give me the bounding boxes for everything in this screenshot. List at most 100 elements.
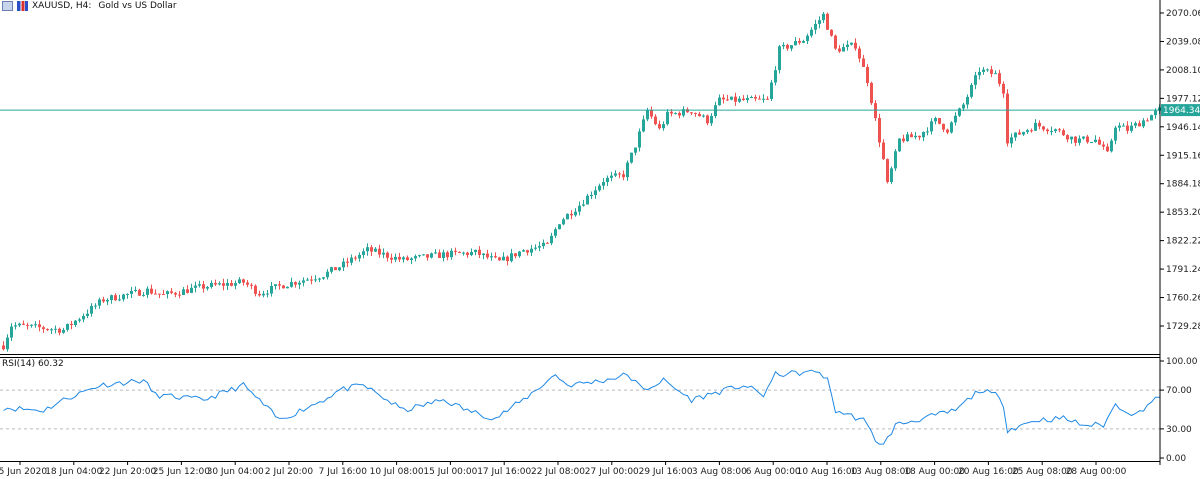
candle-body [22,323,25,325]
candle-body [242,279,245,283]
candle-body [442,252,445,258]
candle-body [494,256,497,258]
candle-body [1010,137,1013,144]
candle-body [1130,125,1133,131]
rsi-line [3,369,1160,445]
candle-body [1078,138,1081,143]
candle-body [298,282,301,285]
candle-body [290,282,293,287]
candle-body [30,324,33,326]
candle-body [562,219,565,225]
candle-body [234,283,237,286]
candle-body [1138,123,1141,127]
candle-body [110,295,113,301]
candle-body [598,185,601,191]
price-tick-label: 2070.06 [1166,9,1200,19]
candle-body [146,288,149,295]
candle-body [506,256,509,262]
candle-body [46,329,49,331]
candle-body [2,345,5,350]
candle-body [258,293,261,296]
candle-body [282,285,285,289]
candle-body [782,44,785,47]
candle-body [198,284,201,286]
candle-body [34,324,37,326]
candle-body [1046,129,1049,132]
candle-body [6,337,9,350]
candle-body [790,45,793,49]
candle-body [634,147,637,153]
candle-body [518,251,521,257]
candle-body [378,248,381,255]
candle-body [338,267,341,271]
candle-body [718,97,721,106]
candle-body [1106,146,1109,152]
candle-body [998,73,1001,84]
candle-body [918,135,921,138]
candle-body [174,292,177,295]
candle-body [710,115,713,124]
candle-body [190,287,193,293]
candle-body [594,190,597,196]
candle-body [370,247,373,252]
candle-body [1150,115,1153,121]
candle-body [10,326,13,338]
candle-body [366,247,369,252]
candle-body [698,113,701,117]
candle-body [1070,136,1073,140]
candle-body [254,285,257,294]
candle-body [1034,122,1037,131]
candle-body [590,195,593,197]
rsi-tick-label: 100.00 [1166,357,1198,367]
time-tick-label: 10 Aug 16:00 [797,467,858,477]
candle-body [446,252,449,258]
candle-body [330,267,333,272]
candle-body [726,99,729,101]
candle-body [1038,122,1041,127]
candle-body [402,257,405,260]
rsi-label: RSI(14) 60.32 [2,359,64,369]
rsi-tick-label: 70.00 [1166,386,1192,396]
candle-body [306,279,309,281]
candle-body [682,109,685,116]
candle-body [938,118,941,124]
candle-body [1082,136,1085,139]
time-tick-label: 10 Jul 08:00 [370,467,424,477]
candle-body [690,112,693,114]
candle-body [218,283,221,285]
candle-body [950,122,953,133]
candle-body [482,253,485,255]
candle-body [758,98,761,100]
candle-body [666,111,669,125]
candle-body [422,254,425,256]
candle-body [886,159,889,182]
candle-body [986,69,989,71]
price-tick-label: 1791.24 [1166,265,1200,275]
candle-body [934,118,937,122]
candle-body [770,82,773,99]
candle-body [1018,132,1021,135]
candle-body [586,195,589,205]
candle-body [730,96,733,100]
candle-body [430,253,433,258]
candle-body [602,182,605,186]
candle-body [566,213,569,220]
candle-body [162,293,165,295]
candle-body [1118,125,1121,128]
candle-body [222,283,225,286]
candle-body [310,279,313,281]
price-tick-label: 1822.22 [1166,237,1200,247]
candle-body [1154,110,1157,116]
candle-body [982,69,985,72]
candle-body [1126,125,1129,131]
candle-body [78,319,81,321]
candle-body [374,248,377,252]
candle-body [534,247,537,249]
candle-body [574,211,577,216]
candle-body [1110,140,1113,152]
time-tick-label: 6 Aug 00:00 [746,467,801,477]
candle-body [326,271,329,278]
rsi-tick-label: 0.00 [1166,454,1186,464]
